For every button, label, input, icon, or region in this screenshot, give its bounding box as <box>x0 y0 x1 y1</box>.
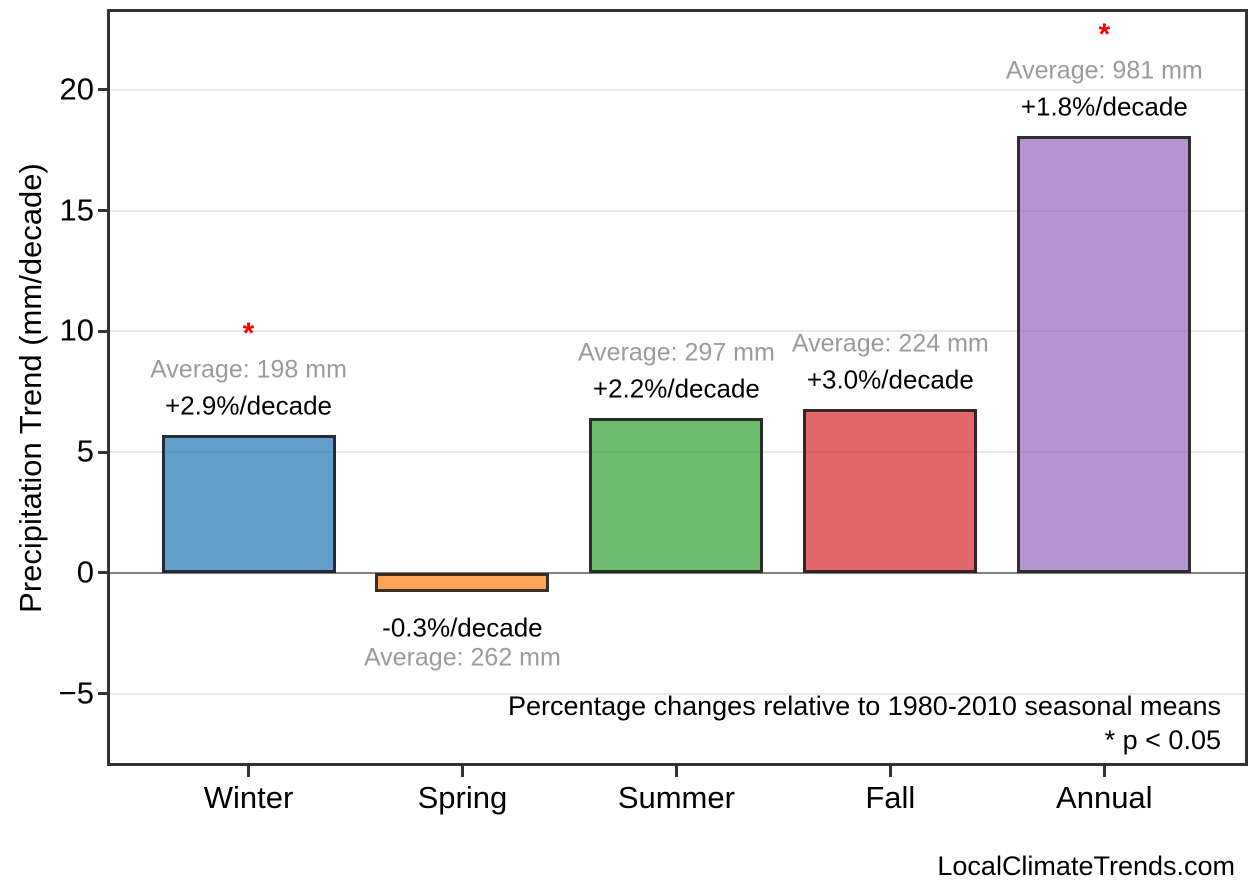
bar-average-label-annual: Average: 981 mm <box>1005 56 1203 85</box>
significance-asterisk-annual: * <box>1098 17 1111 51</box>
x-tick-mark-fall <box>888 766 892 777</box>
x-tick-mark-annual <box>1102 766 1106 777</box>
gridline <box>110 692 1245 695</box>
x-tick-mark-spring <box>460 766 464 777</box>
bar-annual <box>1017 135 1192 573</box>
plot-area: Percentage changes relative to 1980-2010… <box>107 9 1248 766</box>
bar-trend-label-spring: -0.3%/decade <box>382 612 543 643</box>
bar-average-label-spring: Average: 262 mm <box>363 643 561 672</box>
watermark: LocalClimateTrends.com <box>937 851 1235 881</box>
footnote: Percentage changes relative to 1980-2010… <box>508 689 1221 757</box>
bar-trend-label-annual: +1.8%/decade <box>1020 91 1188 122</box>
y-tick-label-0: 0 <box>76 554 94 590</box>
y-tick-label-neg5: −5 <box>58 674 94 710</box>
bar-fall <box>803 408 978 573</box>
zero-baseline <box>110 571 1245 574</box>
bar-trend-label-fall: +3.0%/decade <box>806 364 974 395</box>
y-tick-mark <box>98 329 110 333</box>
x-tick-label-summer: Summer <box>617 780 735 815</box>
bar-average-label-summer: Average: 297 mm <box>577 338 775 367</box>
y-tick-mark <box>98 692 110 696</box>
gridline <box>110 88 1245 91</box>
y-axis: −5 0 5 10 15 20 <box>0 12 110 763</box>
gridline <box>110 209 1245 212</box>
footnote-line-2: * p < 0.05 <box>1104 725 1221 755</box>
x-axis: Winter Spring Summer Fall Annual <box>110 766 1245 836</box>
y-tick-mark <box>98 209 110 213</box>
x-tick-label-winter: Winter <box>203 780 294 815</box>
bar-trend-label-summer: +2.2%/decade <box>592 373 760 404</box>
x-tick-label-annual: Annual <box>1056 780 1153 815</box>
y-tick-mark <box>98 571 110 575</box>
x-tick-label-spring: Spring <box>417 780 508 815</box>
gridline <box>110 330 1245 333</box>
significance-asterisk-winter: * <box>242 317 255 351</box>
footnote-line-1: Percentage changes relative to 1980-2010… <box>508 691 1221 721</box>
y-tick-label-15: 15 <box>59 192 94 228</box>
bar-winter <box>161 435 336 573</box>
y-tick-mark <box>98 450 110 454</box>
bar-summer <box>589 418 764 573</box>
x-tick-mark-summer <box>674 766 678 777</box>
bar-average-label-fall: Average: 224 mm <box>791 329 989 358</box>
y-tick-label-5: 5 <box>76 433 94 469</box>
bar-trend-label-winter: +2.9%/decade <box>165 390 332 421</box>
bar-spring <box>375 572 550 593</box>
bar-average-label-winter: Average: 198 mm <box>150 355 347 384</box>
x-tick-mark-winter <box>247 766 250 777</box>
y-tick-label-20: 20 <box>59 71 94 107</box>
y-tick-label-10: 10 <box>59 312 94 348</box>
x-tick-label-fall: Fall <box>865 780 916 815</box>
y-tick-mark <box>98 88 110 92</box>
